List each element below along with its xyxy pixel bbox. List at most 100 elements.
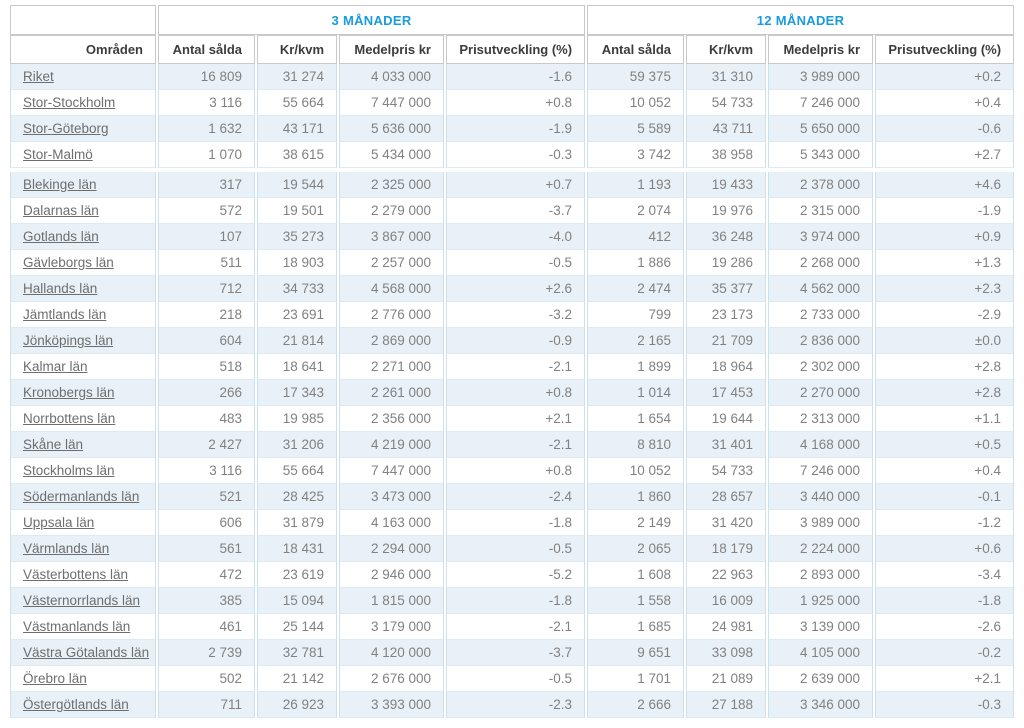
area-link[interactable]: Dalarnas län <box>23 203 99 218</box>
area-link[interactable]: Örebro län <box>23 671 87 686</box>
cell-prisutveckling-12m: +0.6 <box>875 536 1015 562</box>
cell-kr-kvm-12m: 24 981 <box>686 614 767 640</box>
cell-antal-salda-3m: 16 809 <box>158 64 255 90</box>
cell-kr-kvm-3m: 19 985 <box>257 406 337 432</box>
table-row: Riket 16 809 31 274 4 033 000 -1.6 59 375 31 3… <box>10 64 1015 90</box>
area-cell: Värmlands län <box>10 536 156 562</box>
cell-prisutveckling-3m: -2.3 <box>446 692 586 718</box>
area-link[interactable]: Västernorrlands län <box>23 593 141 608</box>
table-row: Hallands län 712 34 733 4 568 000 +2.6 2 474 3… <box>10 276 1015 302</box>
cell-medelpris-12m: 3 440 000 <box>768 484 874 510</box>
area-cell: Stor-Göteborg <box>10 116 156 142</box>
area-link[interactable]: Västra Götalands län <box>23 645 150 660</box>
cell-antal-salda-12m: 10 052 <box>587 90 685 116</box>
area-link[interactable]: Gotlands län <box>23 229 99 244</box>
table-row: Östergötlands län 711 26 923 3 393 000 -2.3 2… <box>10 692 1015 718</box>
cell-prisutveckling-3m: -3.7 <box>446 640 586 666</box>
area-link[interactable]: Västmanlands län <box>23 619 131 634</box>
area-link[interactable]: Uppsala län <box>23 515 95 530</box>
area-link[interactable]: Jämtlands län <box>23 307 107 322</box>
area-link[interactable]: Stor-Stockholm <box>23 95 116 110</box>
area-link[interactable]: Östergötlands län <box>23 697 129 712</box>
cell-medelpris-12m: 5 650 000 <box>768 116 874 142</box>
cell-medelpris-3m: 3 473 000 <box>339 484 444 510</box>
cell-antal-salda-3m: 712 <box>158 276 255 302</box>
cell-kr-kvm-12m: 22 963 <box>686 562 767 588</box>
cell-medelpris-3m: 2 261 000 <box>339 380 444 406</box>
area-link[interactable]: Stockholms län <box>23 463 115 478</box>
table-row: Gotlands län 107 35 273 3 867 000 -4.0 412 36 … <box>10 224 1015 250</box>
cell-medelpris-3m: 7 447 000 <box>339 458 444 484</box>
table-row: Södermanlands län 521 28 425 3 473 000 -2.4 1… <box>10 484 1015 510</box>
group-header-row: 3 MÅNADER 12 MÅNADER <box>10 5 1015 35</box>
area-link[interactable]: Kalmar län <box>23 359 88 374</box>
cell-kr-kvm-12m: 31 401 <box>686 432 767 458</box>
cell-medelpris-3m: 5 636 000 <box>339 116 444 142</box>
table-row: Stor-Stockholm 3 116 55 664 7 447 000 +0.8 10… <box>10 90 1015 116</box>
cell-medelpris-3m: 4 219 000 <box>339 432 444 458</box>
area-link[interactable]: Stor-Göteborg <box>23 121 109 136</box>
cell-kr-kvm-3m: 18 431 <box>257 536 337 562</box>
col-header-medelpris-12m: Medelpris kr <box>768 35 874 64</box>
area-cell: Jämtlands län <box>10 302 156 328</box>
area-cell: Gotlands län <box>10 224 156 250</box>
cell-prisutveckling-12m: +1.3 <box>875 250 1015 276</box>
area-link[interactable]: Jönköpings län <box>23 333 114 348</box>
cell-kr-kvm-3m: 19 544 <box>257 172 337 198</box>
cell-prisutveckling-12m: +2.3 <box>875 276 1015 302</box>
area-link[interactable]: Gävleborgs län <box>23 255 114 270</box>
cell-prisutveckling-12m: +2.8 <box>875 354 1015 380</box>
cell-medelpris-3m: 4 568 000 <box>339 276 444 302</box>
col-header-kr-kvm-12m: Kr/kvm <box>686 35 767 64</box>
section-spacer <box>10 168 1015 172</box>
table-body: Riket 16 809 31 274 4 033 000 -1.6 59 375 31 3… <box>10 64 1015 718</box>
cell-antal-salda-12m: 9 651 <box>587 640 685 666</box>
cell-medelpris-3m: 2 271 000 <box>339 354 444 380</box>
cell-medelpris-12m: 4 562 000 <box>768 276 874 302</box>
area-link[interactable]: Riket <box>23 69 54 84</box>
cell-kr-kvm-12m: 23 173 <box>686 302 767 328</box>
cell-prisutveckling-3m: +0.8 <box>446 90 586 116</box>
table-row: Skåne län 2 427 31 206 4 219 000 -2.1 8 810 31… <box>10 432 1015 458</box>
cell-antal-salda-12m: 1 685 <box>587 614 685 640</box>
cell-medelpris-12m: 2 893 000 <box>768 562 874 588</box>
table-row: Västra Götalands län 2 739 32 781 4 120 000… <box>10 640 1015 666</box>
area-link[interactable]: Skåne län <box>23 437 84 452</box>
table-row: Stockholms län 3 116 55 664 7 447 000 +0.8 10… <box>10 458 1015 484</box>
col-header-medelpris-3m: Medelpris kr <box>339 35 444 64</box>
area-cell: Norrbottens län <box>10 406 156 432</box>
cell-antal-salda-12m: 2 474 <box>587 276 685 302</box>
table-row: Västernorrlands län 385 15 094 1 815 000 -1.… <box>10 588 1015 614</box>
cell-antal-salda-3m: 2 739 <box>158 640 255 666</box>
table-row: Blekinge län 317 19 544 2 325 000 +0.7 1 193 1… <box>10 172 1015 198</box>
cell-prisutveckling-3m: -0.3 <box>446 142 586 168</box>
col-header-prisutveckling-3m: Prisutveckling (%) <box>446 35 586 64</box>
table-row: Västerbottens län 472 23 619 2 946 000 -5.2 1… <box>10 562 1015 588</box>
cell-kr-kvm-3m: 31 274 <box>257 64 337 90</box>
area-link[interactable]: Blekinge län <box>23 177 97 192</box>
area-cell: Västra Götalands län <box>10 640 156 666</box>
cell-kr-kvm-12m: 38 958 <box>686 142 767 168</box>
table-row: Uppsala län 606 31 879 4 163 000 -1.8 2 149 31… <box>10 510 1015 536</box>
cell-antal-salda-3m: 3 116 <box>158 458 255 484</box>
area-link[interactable]: Värmlands län <box>23 541 110 556</box>
cell-prisutveckling-3m: +0.8 <box>446 458 586 484</box>
cell-antal-salda-12m: 8 810 <box>587 432 685 458</box>
area-link[interactable]: Södermanlands län <box>23 489 140 504</box>
area-link[interactable]: Västerbottens län <box>23 567 129 582</box>
area-link[interactable]: Kronobergs län <box>23 385 115 400</box>
area-link[interactable]: Hallands län <box>23 281 98 296</box>
corner-cell <box>10 5 156 35</box>
cell-medelpris-12m: 3 974 000 <box>768 224 874 250</box>
cell-antal-salda-3m: 606 <box>158 510 255 536</box>
cell-kr-kvm-3m: 15 094 <box>257 588 337 614</box>
area-link[interactable]: Stor-Malmö <box>23 147 93 162</box>
cell-kr-kvm-3m: 23 619 <box>257 562 337 588</box>
cell-prisutveckling-12m: +0.2 <box>875 64 1015 90</box>
cell-kr-kvm-3m: 55 664 <box>257 90 337 116</box>
cell-antal-salda-3m: 521 <box>158 484 255 510</box>
area-link[interactable]: Norrbottens län <box>23 411 116 426</box>
cell-prisutveckling-3m: -2.4 <box>446 484 586 510</box>
cell-prisutveckling-3m: -1.8 <box>446 510 586 536</box>
cell-prisutveckling-12m: +2.7 <box>875 142 1015 168</box>
